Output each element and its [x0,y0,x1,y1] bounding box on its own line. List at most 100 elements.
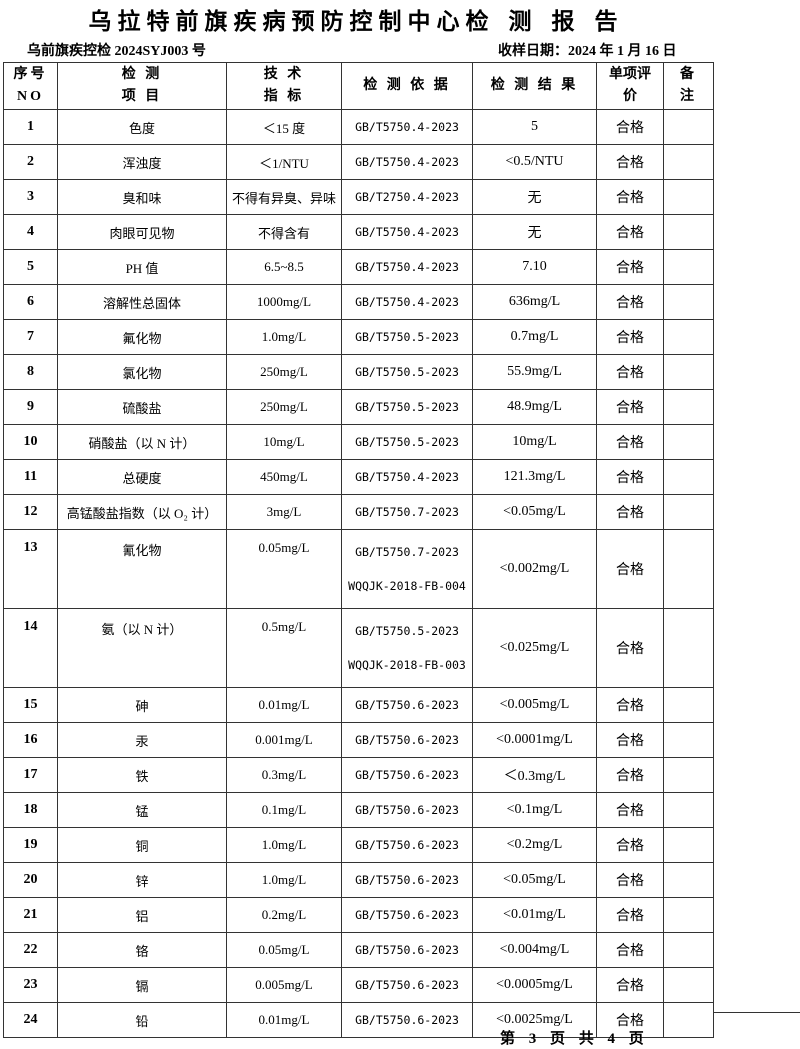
table-row: 6 溶解性总固体 1000mg/L GB/T5750.4-2023 636mg/L 合格 [3,284,714,320]
standard-limit: 0.1mg/L [226,792,342,828]
table-row: 4 肉眼可见物 不得含有 GB/T5750.4-2023 无合格 [3,214,714,250]
test-basis-line: GB/T5750.5-2023 [355,624,459,638]
note [663,214,714,250]
standard-limit: 450mg/L [226,459,342,495]
test-basis: GB/T2750.4-2023 [341,179,473,215]
row-number: 20 [3,862,58,898]
test-basis: GB/T5750.5-2023 [341,319,473,355]
note [663,494,714,530]
row-number: 11 [3,459,58,495]
test-item: 镉 [57,967,227,1003]
note [663,897,714,933]
row-number: 18 [3,792,58,828]
evaluation: 合格 [596,862,664,898]
table-header: 序号 NO 检 测项 目 技 术指 标 检 测 依 据 检 测 结 果 单项评价 … [3,62,714,110]
test-item: 氨（以 N 计） [57,608,227,688]
header-no: 序号 NO [3,62,58,110]
table-row: 21 铝 0.2mg/L GB/T5750.6-2023 <0.01mg/L 合格 [3,897,714,933]
table-row: 16 汞 0.001mg/L GB/T5750.6-2023 <0.0001mg/L 合格 [3,722,714,758]
evaluation: 合格 [596,144,664,180]
row-number: 8 [3,354,58,390]
test-basis: GB/T5750.6-2023 [341,967,473,1003]
evaluation: 合格 [596,687,664,723]
test-basis: GB/T5750.6-2023 [341,897,473,933]
test-item: 氰化物 [57,529,227,609]
test-basis: GB/T5750.5-2023 [341,424,473,460]
table-row: 7 氟化物 1.0mg/L GB/T5750.5-2023 0.7mg/L 合格 [3,319,714,355]
test-result: <0.0001mg/L [472,722,597,758]
table-row: 12 高锰酸盐指数（以 O₂ 计） 3mg/L GB/T5750.7-2023 <0.0… [3,494,714,530]
test-item: 溶解性总固体 [57,284,227,320]
test-basis: GB/T5750.6-2023 [341,862,473,898]
test-result: <0.002mg/L [472,529,597,609]
row-number: 2 [3,144,58,180]
test-basis: GB/T5750.6-2023 [341,722,473,758]
test-item: 铬 [57,932,227,968]
test-item: 浑浊度 [57,144,227,180]
test-basis: GB/T5750.5-2023 [341,354,473,390]
test-item: 锌 [57,862,227,898]
standard-limit: 10mg/L [226,424,342,460]
test-item: 砷 [57,687,227,723]
test-basis: GB/T5750.6-2023 [341,827,473,863]
test-item: 臭和味 [57,179,227,215]
evaluation: 合格 [596,284,664,320]
row-number: 1 [3,109,58,145]
table-row: 22 铬 0.05mg/L GB/T5750.6-2023 <0.004mg/L 合格 [3,932,714,968]
table-row: 18 锰 0.1mg/L GB/T5750.6-2023 <0.1mg/L 合格 [3,792,714,828]
note [663,284,714,320]
page-footer: 第 3 页 共 4 页 [500,1031,644,1047]
test-result: <0.05mg/L [472,862,597,898]
table-row: 1 色度 ＜15 度 GB/T5750.4-2023 5 合格 [3,109,714,145]
header-item: 检 测项 目 [57,62,227,110]
table-row: 17 铁 0.3mg/L GB/T5750.6-2023 ＜0.3mg/L 合格 [3,757,714,793]
row-number: 10 [3,424,58,460]
test-basis: GB/T5750.7-2023 WQQJK-2018-FB-004 [341,529,473,609]
test-result: <0.05mg/L [472,494,597,530]
test-basis: GB/T5750.5-2023 WQQJK-2018-FB-003 [341,608,473,688]
table-row: 11 总硬度 450mg/L GB/T5750.4-2023 121.3mg/L 合格 [3,459,714,495]
test-basis: GB/T5750.7-2023 [341,494,473,530]
header-evaluation: 单项评价 [596,62,664,110]
test-result: 5 [472,109,597,145]
row-number: 3 [3,179,58,215]
row-number: 19 [3,827,58,863]
row-number: 13 [3,529,58,609]
standard-limit: 不得有异臭、异味 [226,179,342,215]
standard-limit: 6.5~8.5 [226,249,342,285]
evaluation: 合格 [596,722,664,758]
test-basis: GB/T5750.4-2023 [341,214,473,250]
table-row: 14 氨（以 N 计） 0.5mg/L GB/T5750.5-2023 WQQJK-20… [3,608,714,688]
header-note: 备注 [663,62,714,110]
standard-limit: 1000mg/L [226,284,342,320]
note [663,144,714,180]
standard-limit: 0.5mg/L [226,608,342,688]
test-item: 铜 [57,827,227,863]
test-result: ＜0.3mg/L [472,757,597,793]
note [663,1002,714,1038]
table-row: 15 砷 0.01mg/L GB/T5750.6-2023 <0.005mg/L 合格 [3,687,714,723]
evaluation: 合格 [596,494,664,530]
test-result: <0.0005mg/L [472,967,597,1003]
note [663,967,714,1003]
standard-limit: 1.0mg/L [226,827,342,863]
standard-limit: ＜1/NTU [226,144,342,180]
test-item: 锰 [57,792,227,828]
results-table: 序号 NO 检 测项 目 技 术指 标 检 测 依 据 检 测 结 果 单项评价 … [3,62,714,1038]
test-result: 7.10 [472,249,597,285]
note [663,459,714,495]
row-number: 14 [3,608,58,688]
test-basis: GB/T5750.5-2023 [341,389,473,425]
test-item: 硫酸盐 [57,389,227,425]
row-number: 22 [3,932,58,968]
test-result: 121.3mg/L [472,459,597,495]
test-basis-line: GB/T5750.7-2023 [355,545,459,559]
note [663,862,714,898]
test-result: 无 [472,214,597,250]
evaluation: 合格 [596,967,664,1003]
standard-limit: 0.01mg/L [226,687,342,723]
test-item: 高锰酸盐指数（以 O₂ 计） [57,494,227,530]
note [663,109,714,145]
test-item: 色度 [57,109,227,145]
test-basis: GB/T5750.4-2023 [341,249,473,285]
